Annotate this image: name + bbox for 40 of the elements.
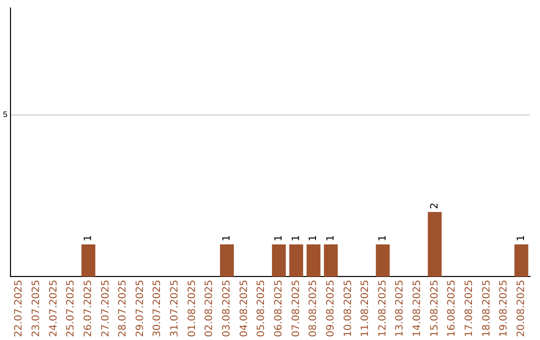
y-tick-label: 5 [2,110,8,120]
data-label: 1 [516,234,527,242]
x-tick-label: 02.08.2025 [204,280,216,338]
x-tick-label: 16.08.2025 [446,280,458,338]
x-tick-label: 13.08.2025 [394,280,406,338]
x-tick-label: 07.08.2025 [290,280,302,338]
x-tick-label: 19.08.2025 [498,280,510,338]
x-tick-label: 23.07.2025 [31,280,42,338]
x-tick-label: 26.07.2025 [82,280,94,338]
data-label: 1 [222,234,233,242]
x-tick-label: 05.08.2025 [256,280,268,338]
x-tick-label: 29.07.2025 [134,280,146,338]
x-tick-label: 09.08.2025 [325,280,336,338]
data-label: 2 [429,202,440,209]
data-label: 1 [308,234,320,242]
data-label: 1 [290,234,302,242]
x-tick-label: 01.08.2025 [186,280,198,338]
data-label: 1 [273,234,284,242]
x-tick-label: 10.08.2025 [342,280,354,338]
x-tick-label: 28.07.2025 [118,280,129,338]
data-label: 1 [82,234,94,242]
data-label: 1 [325,234,336,242]
x-tick-label: 17.08.2025 [464,280,475,338]
x-tick-label: 14.08.2025 [412,280,424,338]
data-label: 1 [377,234,388,242]
x-tick-label: 03.08.2025 [222,280,233,338]
x-tick-label: 11.08.2025 [360,280,372,338]
x-tick-label: 22.07.2025 [14,280,25,338]
x-tick-label: 04.08.2025 [238,280,250,338]
x-tick-label: 15.08.2025 [429,280,440,338]
x-tick-label: 12.08.2025 [377,280,388,338]
x-tick-label: 25.07.2025 [66,280,77,338]
x-tick-label: 18.08.2025 [481,280,492,338]
x-tick-label: 20.08.2025 [516,280,527,338]
x-tick-label: 27.07.2025 [100,280,112,338]
x-tick-label: 08.08.2025 [308,280,320,338]
x-tick-label: 31.07.2025 [170,280,181,338]
x-tick-label: 24.07.2025 [48,280,60,338]
x-tick-label: 30.07.2025 [152,280,164,338]
x-tick-label: 06.08.2025 [273,280,284,338]
